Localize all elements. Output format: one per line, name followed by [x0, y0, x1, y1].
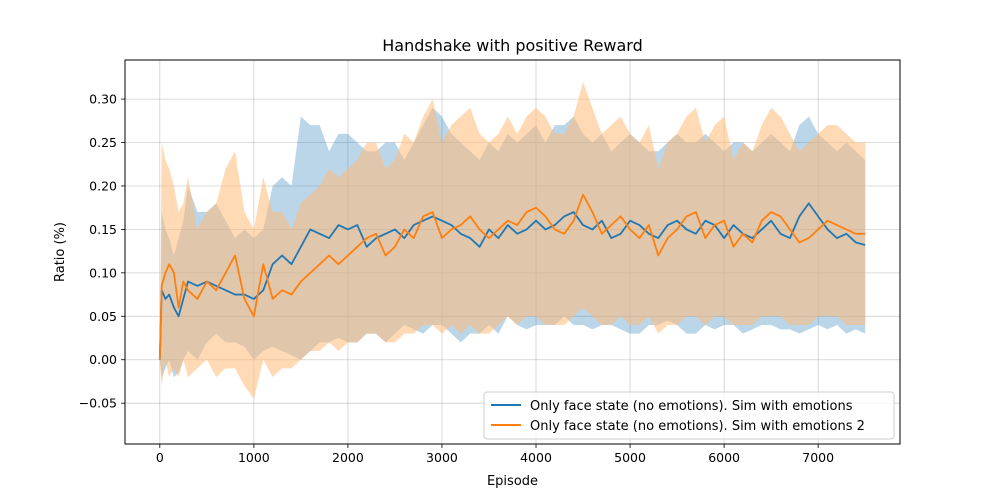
y-tick-label: 0.00: [89, 352, 117, 367]
y-tick-label: 0.10: [89, 265, 117, 280]
y-tick-label: 0.20: [89, 178, 117, 193]
y-tick-label: 0.25: [89, 135, 117, 150]
x-axis-ticks: 0 1000 2000 3000 4000 5000 6000 7000: [156, 444, 834, 465]
series-line-2: [158, 193, 866, 360]
plot-frame: [124, 59, 901, 445]
y-axis-ticks: −0.05 0.00 0.05 0.10 0.15 0.20 0.25 0.30: [79, 92, 125, 411]
legend-label-1: Only face state (no emotions). Sim with …: [530, 399, 853, 414]
std-band-series-2: [159, 81, 866, 399]
y-tick-label: 0.30: [89, 92, 117, 107]
y-tick-label: 0.05: [89, 309, 117, 324]
plot-area: 0 1000 2000 3000 4000 5000 6000 7000 −0.05 0.00 0…: [79, 59, 901, 465]
y-tick-label: 0.15: [89, 222, 117, 237]
x-tick-label: 4000: [520, 450, 552, 465]
x-tick-label: 7000: [802, 450, 834, 465]
y-tick-label: −0.05: [79, 396, 117, 411]
y-axis-label: Ratio (%): [53, 222, 68, 282]
legend-label-2: Only face state (no emotions). Sim with …: [530, 419, 865, 434]
x-tick-label: 6000: [708, 450, 740, 465]
x-tick-label: 5000: [614, 450, 646, 465]
legend-box: [483, 391, 895, 440]
x-tick-label: 0: [156, 450, 164, 465]
x-tick-label: 2000: [332, 450, 364, 465]
x-axis-label: Episode: [487, 474, 538, 489]
series-lines: [158, 193, 866, 360]
x-tick-label: 3000: [426, 450, 458, 465]
x-tick-label: 1000: [238, 450, 270, 465]
std-bands: [159, 81, 866, 399]
chart-title: Handshake with positive Reward: [382, 36, 643, 55]
legend: Only face state (no emotions). Sim with …: [483, 391, 895, 440]
